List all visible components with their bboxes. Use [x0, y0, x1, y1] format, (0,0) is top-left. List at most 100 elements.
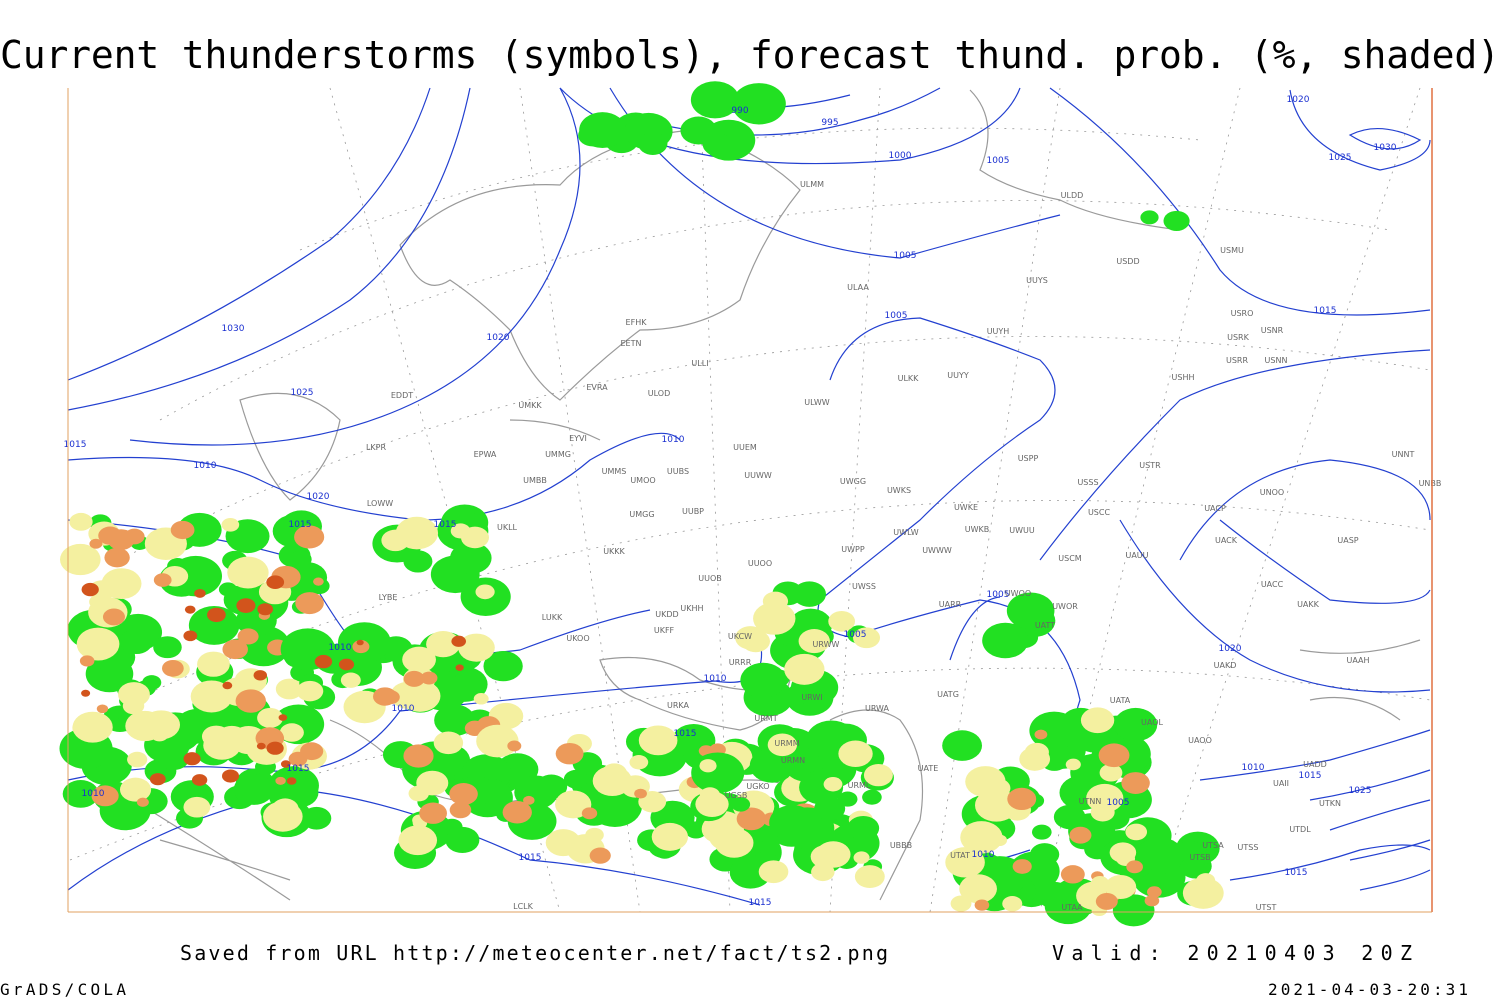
station-code: UAAH [1346, 656, 1369, 665]
storm-area [1069, 826, 1092, 844]
storm-area [691, 752, 745, 794]
storm-area [127, 751, 148, 768]
storm-area [403, 550, 433, 573]
isobar-label: 1005 [844, 630, 867, 640]
storm-area [314, 654, 333, 669]
storm-area [690, 81, 740, 119]
isobar-label: 1020 [1287, 95, 1310, 105]
isobar-label: 1005 [894, 251, 917, 261]
storm-area [295, 592, 324, 615]
station-code: UMGG [629, 510, 654, 519]
storm-area [188, 606, 240, 645]
storm-area [740, 662, 787, 698]
isobar-label: 1005 [987, 156, 1010, 166]
storm-area [119, 777, 152, 802]
station-code: USDD [1116, 257, 1139, 266]
isobar-label: 1015 [1285, 868, 1308, 878]
storm-area [714, 827, 754, 858]
storm-area [810, 844, 842, 869]
station-code: UATT [1035, 621, 1055, 630]
station-code: URRR [729, 658, 752, 667]
storm-area [408, 785, 430, 802]
storm-area [1112, 894, 1155, 927]
storm-area [266, 575, 285, 590]
storm-area [221, 769, 240, 783]
storm-area [862, 789, 882, 805]
station-code: EETN [621, 339, 642, 348]
storm-area [847, 815, 880, 841]
storm-area [150, 727, 169, 742]
isobar-label: 1025 [1329, 153, 1352, 163]
storm-area [1012, 859, 1032, 874]
isobar-label: 995 [821, 118, 838, 128]
station-code: USRK [1227, 333, 1249, 342]
storm-area [275, 678, 303, 700]
isobar-label: 1030 [222, 324, 245, 334]
storm-area [507, 740, 522, 752]
storm-area [279, 723, 304, 742]
station-code: USNR [1261, 326, 1284, 335]
storm-area [853, 851, 870, 864]
storm-area [256, 742, 266, 750]
isobar-label: 1015 [64, 440, 87, 450]
storm-area [102, 608, 125, 626]
storm-area [1034, 729, 1048, 740]
storm-area [257, 603, 274, 616]
storm-area [965, 766, 1006, 798]
storm-area [823, 776, 843, 792]
isobar-label: 1000 [889, 151, 912, 161]
storm-area [1121, 772, 1150, 795]
station-code: UKDD [655, 610, 678, 619]
station-code: URWA [865, 704, 890, 713]
station-code: UWKB [965, 525, 990, 534]
station-code: USPP [1018, 454, 1039, 463]
station-code: LYBE [379, 593, 398, 602]
station-code: LUKK [542, 613, 563, 622]
storm-area [278, 714, 288, 721]
storm-area [373, 687, 397, 706]
storm-area [699, 787, 721, 803]
station-code: UUYY [947, 371, 969, 380]
station-code: UKLL [497, 523, 518, 532]
station-code: UTSA [1202, 841, 1224, 850]
isobar-label: 1015 [289, 520, 312, 530]
storm-area [286, 777, 297, 785]
station-code: EPWA [474, 450, 497, 459]
station-code: URMM [774, 739, 799, 748]
storm-area [974, 899, 990, 911]
storm-area [1163, 210, 1190, 231]
station-code: UAKD [1214, 661, 1237, 670]
storm-area [1146, 886, 1162, 898]
station-code: ULMM [800, 180, 824, 189]
station-code: USRR [1226, 356, 1248, 365]
map-labels: 990 995 1000 1005 1005 1005 1020 1025 1030 1030 10… [64, 95, 1442, 912]
storm-area [96, 704, 109, 714]
station-code: URMN [781, 756, 805, 765]
storm-area [237, 628, 259, 645]
station-code: UNNT [1392, 450, 1415, 459]
storm-area [142, 675, 162, 690]
storm-area [579, 112, 626, 149]
storm-area [79, 655, 95, 667]
storm-area [854, 865, 885, 889]
isobar-label: 1015 [434, 520, 457, 530]
storm-area [1098, 743, 1130, 768]
storm-area [1024, 742, 1049, 762]
storm-area [420, 671, 438, 685]
station-code: UGKO [746, 782, 769, 791]
isobar-label: 1015 [749, 898, 772, 908]
storm-area [104, 547, 130, 568]
software: GrADS/COLA [0, 980, 126, 999]
storm-area [1029, 711, 1079, 750]
storm-area [235, 689, 266, 713]
isobar-label: 1020 [1219, 644, 1242, 654]
storm-area [1060, 865, 1085, 884]
storm-area [1104, 874, 1137, 900]
isobar-label: 1020 [307, 492, 330, 502]
station-code: UTDL [1289, 825, 1311, 834]
station-code: URKA [667, 701, 690, 710]
station-code: UMOO [630, 476, 655, 485]
storm-area [545, 829, 581, 857]
station-code: UAKK [1297, 600, 1320, 609]
storm-area [945, 847, 985, 878]
